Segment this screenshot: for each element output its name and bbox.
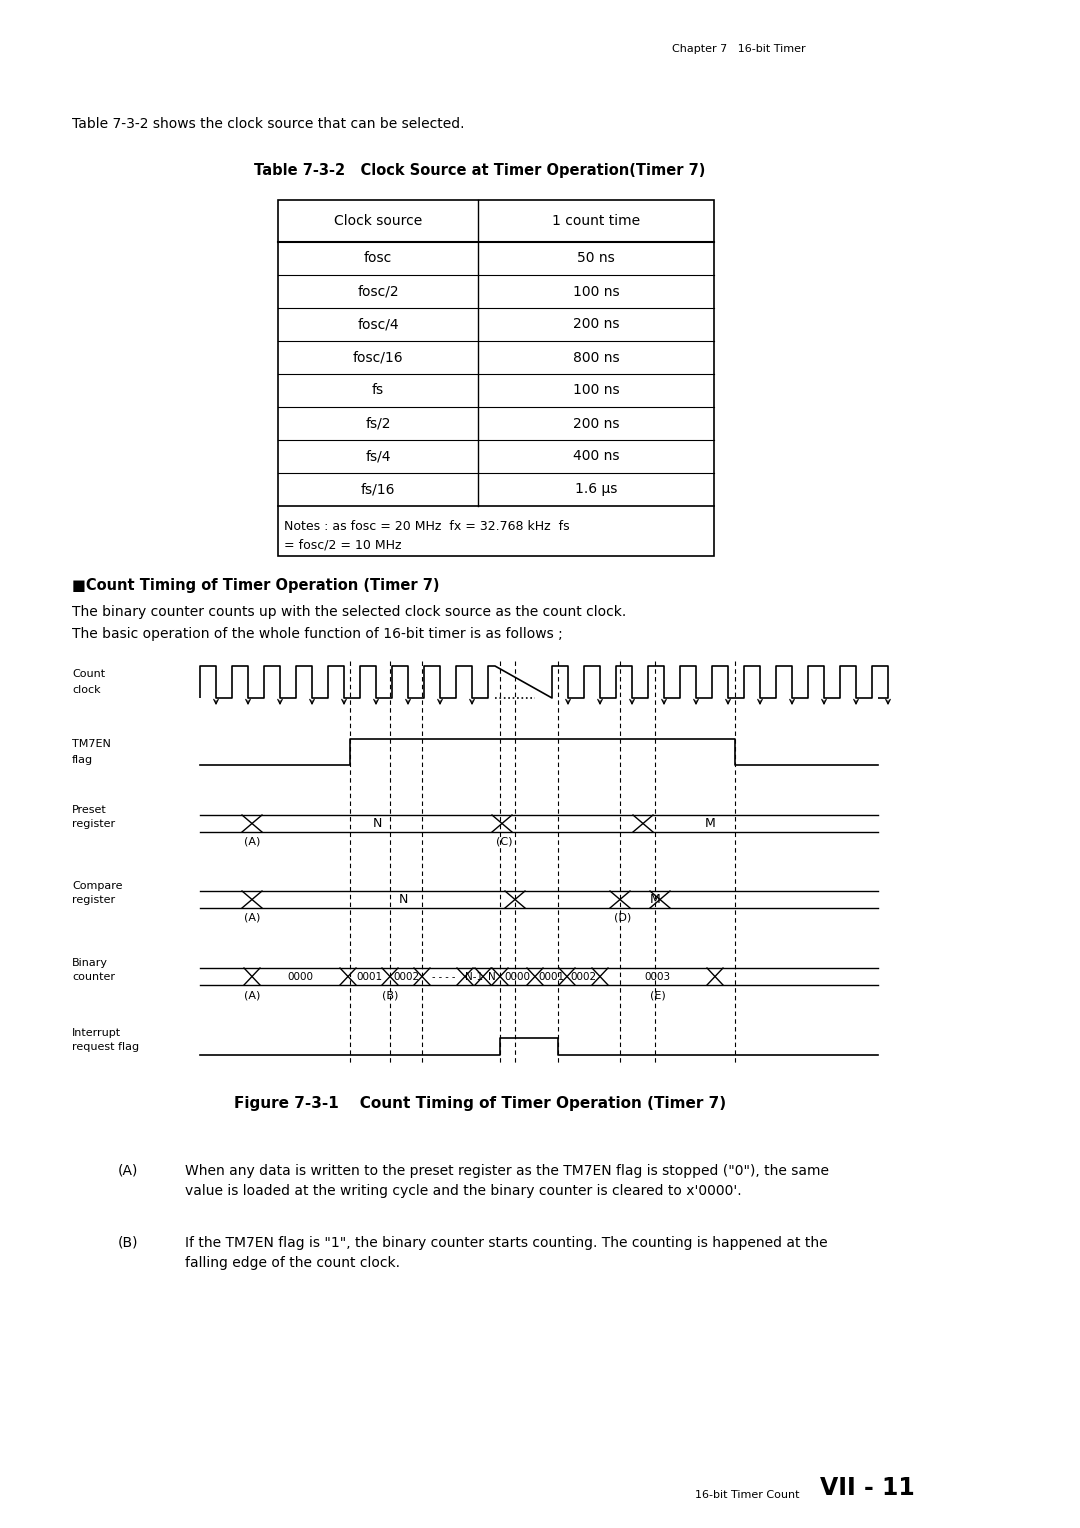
Text: 100 ns: 100 ns <box>572 384 619 397</box>
Text: N-1: N-1 <box>464 972 483 981</box>
Text: falling edge of the count clock.: falling edge of the count clock. <box>185 1256 400 1270</box>
Text: fosc: fosc <box>364 252 392 266</box>
Text: 50 ns: 50 ns <box>577 252 615 266</box>
Text: Chapter 7   16-bit Timer: Chapter 7 16-bit Timer <box>672 44 806 53</box>
Text: fosc/4: fosc/4 <box>357 318 399 332</box>
Text: Table 7-3-2   Clock Source at Timer Operation(Timer 7): Table 7-3-2 Clock Source at Timer Operat… <box>254 163 705 177</box>
Text: (C): (C) <box>496 836 512 847</box>
Text: flag: flag <box>72 755 93 766</box>
Bar <box>278 200 714 556</box>
Text: counter: counter <box>72 972 114 983</box>
Text: Clock source: Clock source <box>334 214 422 228</box>
Text: 0003: 0003 <box>645 972 671 981</box>
Text: M: M <box>650 892 660 906</box>
Text: Notes : as fosc = 20 MHz  fx = 32.768 kHz  fs: Notes : as fosc = 20 MHz fx = 32.768 kHz… <box>284 520 569 533</box>
Text: 1 count time: 1 count time <box>552 214 640 228</box>
Text: = fosc/2 = 10 MHz: = fosc/2 = 10 MHz <box>284 538 402 552</box>
Text: 0002: 0002 <box>393 972 419 981</box>
Text: fs/16: fs/16 <box>361 483 395 497</box>
Text: 200 ns: 200 ns <box>572 417 619 431</box>
Text: 0000: 0000 <box>287 972 313 981</box>
Text: When any data is written to the preset register as the TM7EN flag is stopped ("0: When any data is written to the preset r… <box>185 1164 829 1178</box>
Text: 0001: 0001 <box>356 972 382 981</box>
Text: ■Count Timing of Timer Operation (Timer 7): ■Count Timing of Timer Operation (Timer … <box>72 578 440 593</box>
Text: fs: fs <box>372 384 384 397</box>
Text: 400 ns: 400 ns <box>572 449 619 463</box>
Text: M: M <box>705 817 716 830</box>
Text: register: register <box>72 895 116 905</box>
Text: (A): (A) <box>244 836 260 847</box>
Text: (A): (A) <box>244 912 260 921</box>
Text: N: N <box>373 817 381 830</box>
Text: N: N <box>399 892 408 906</box>
Text: Count: Count <box>72 669 105 678</box>
Text: fosc/2: fosc/2 <box>357 284 399 298</box>
Text: register: register <box>72 819 116 830</box>
Text: Interrupt: Interrupt <box>72 1028 121 1038</box>
Text: The basic operation of the whole function of 16-bit timer is as follows ;: The basic operation of the whole functio… <box>72 626 563 642</box>
Text: 100 ns: 100 ns <box>572 284 619 298</box>
Text: Preset: Preset <box>72 805 107 814</box>
Text: (D): (D) <box>615 912 632 921</box>
Text: fs/4: fs/4 <box>365 449 391 463</box>
Text: 1.6 μs: 1.6 μs <box>575 483 617 497</box>
Text: (A): (A) <box>244 990 260 999</box>
Text: - - - -: - - - - <box>432 972 455 981</box>
Text: fosc/16: fosc/16 <box>353 350 403 365</box>
Text: Binary: Binary <box>72 958 108 969</box>
Text: If the TM7EN flag is "1", the binary counter starts counting. The counting is ha: If the TM7EN flag is "1", the binary cou… <box>185 1236 827 1250</box>
Text: 0002: 0002 <box>570 972 596 981</box>
Text: Figure 7-3-1    Count Timing of Timer Operation (Timer 7): Figure 7-3-1 Count Timing of Timer Opera… <box>234 1096 726 1111</box>
Text: 800 ns: 800 ns <box>572 350 619 365</box>
Text: 16-bit Timer Count: 16-bit Timer Count <box>696 1490 799 1500</box>
Text: fs/2: fs/2 <box>365 417 391 431</box>
Text: clock: clock <box>72 685 100 695</box>
Text: 0000: 0000 <box>504 972 530 981</box>
Text: Compare: Compare <box>72 882 122 891</box>
Text: VII - 11: VII - 11 <box>820 1476 915 1500</box>
Text: 0001: 0001 <box>538 972 564 981</box>
Text: Table 7-3-2 shows the clock source that can be selected.: Table 7-3-2 shows the clock source that … <box>72 118 464 131</box>
Text: request flag: request flag <box>72 1042 139 1051</box>
Text: (E): (E) <box>650 990 666 999</box>
Text: (A): (A) <box>118 1164 138 1178</box>
Text: The binary counter counts up with the selected clock source as the count clock.: The binary counter counts up with the se… <box>72 605 626 619</box>
Text: N: N <box>488 972 496 981</box>
Text: TM7EN: TM7EN <box>72 740 111 749</box>
Text: value is loaded at the writing cycle and the binary counter is cleared to x'0000: value is loaded at the writing cycle and… <box>185 1184 742 1198</box>
Text: 200 ns: 200 ns <box>572 318 619 332</box>
Text: (B): (B) <box>118 1236 138 1250</box>
Text: (B): (B) <box>382 990 399 999</box>
